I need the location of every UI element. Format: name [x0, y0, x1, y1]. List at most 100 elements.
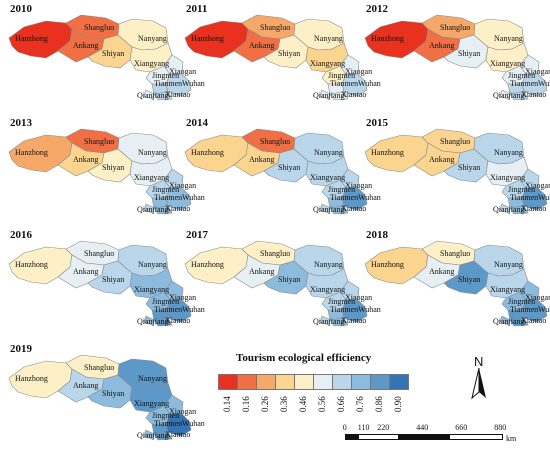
region-label-wuhan: Wuhan — [182, 305, 205, 314]
region-xiaogan — [163, 54, 184, 75]
region-wuhan — [165, 73, 192, 97]
region-label-shangluo: Shangluo — [260, 249, 290, 258]
region-label-xiantao: Xiantao — [521, 90, 546, 99]
region-label-ankang: Ankang — [249, 41, 274, 50]
north-label: N — [474, 354, 484, 369]
region-label-nanyang: Nanyang — [314, 34, 343, 43]
region-xiaogan — [339, 168, 360, 189]
region-label-tianmen: Tianmen — [330, 193, 358, 202]
region-label-tianmen: Tianmen — [154, 419, 182, 428]
region-xiaogan — [519, 280, 540, 301]
region-label-tianmen: Tianmen — [510, 193, 538, 202]
legend-tick-label: 0.86 — [374, 396, 384, 412]
region-label-ankang: Ankang — [249, 267, 274, 276]
region-label-xiaogan: Xiaogan — [169, 67, 196, 76]
region-label-xiantao: Xiantao — [341, 90, 366, 99]
region-qianjiang — [143, 315, 155, 326]
region-xiantao — [329, 205, 349, 215]
panel-year-label: 2017 — [186, 229, 209, 241]
scale-tick-label: 440 — [416, 423, 429, 432]
region-label-xiaogan: Xiaogan — [169, 407, 196, 416]
region-label-shangluo: Shangluo — [84, 23, 114, 32]
region-label-tianmen: Tianmen — [154, 79, 182, 88]
region-label-jingmen: Jingmen — [152, 297, 179, 306]
region-wuhan — [165, 187, 192, 211]
region-label-hanzhong: Hanzhong — [15, 148, 48, 157]
region-xiantao — [153, 431, 173, 441]
region-label-xiangyang: Xiangyang — [134, 59, 169, 68]
region-label-qianjiang: Qianjiang — [493, 205, 525, 214]
region-wuhan — [165, 413, 192, 437]
map-panel-2016: 2016 Hanzhong Shangluo Ankang Shiyan Nanyang X… — [8, 229, 205, 327]
region-label-xiangyang: Xiangyang — [310, 285, 345, 294]
region-label-shiyan: Shiyan — [278, 275, 300, 284]
legend-tick-label: 0.90 — [393, 396, 403, 412]
legend-tick-label: 0.36 — [279, 396, 289, 412]
region-label-jingmen: Jingmen — [328, 185, 355, 194]
region-label-hanzhong: Hanzhong — [15, 374, 48, 383]
region-label-nanyang: Nanyang — [138, 374, 167, 383]
region-label-qianjiang: Qianjiang — [137, 91, 169, 100]
region-label-wuhan: Wuhan — [538, 305, 550, 314]
region-label-xiangyang: Xiangyang — [490, 173, 525, 182]
region-label-nanyang: Nanyang — [494, 34, 523, 43]
legend-tick-label: 0.56 — [317, 396, 327, 412]
region-label-wuhan: Wuhan — [358, 193, 381, 202]
region-label-ankang: Ankang — [249, 155, 274, 164]
region-label-xiantao: Xiantao — [341, 204, 366, 213]
region-label-xiaogan: Xiaogan — [169, 181, 196, 190]
map-panel-2017: 2017 Hanzhong Shangluo Ankang Shiyan Nanyang X… — [184, 229, 381, 327]
legend-swatch — [389, 374, 409, 390]
region-label-xiantao: Xiantao — [165, 90, 190, 99]
region-label-xiantao: Xiantao — [341, 316, 366, 325]
panel-year-label: 2011 — [186, 3, 207, 15]
region-label-qianjiang: Qianjiang — [313, 205, 345, 214]
region-label-shangluo: Shangluo — [440, 23, 470, 32]
region-label-nanyang: Nanyang — [314, 148, 343, 157]
region-wuhan — [521, 299, 548, 323]
region-label-tianmen: Tianmen — [154, 305, 182, 314]
region-label-nanyang: Nanyang — [138, 148, 167, 157]
region-label-nanyang: Nanyang — [494, 148, 523, 157]
region-label-xiaogan: Xiaogan — [169, 293, 196, 302]
region-label-shangluo: Shangluo — [84, 363, 114, 372]
region-label-nanyang: Nanyang — [138, 260, 167, 269]
region-label-hanzhong: Hanzhong — [371, 34, 404, 43]
region-label-tianmen: Tianmen — [330, 79, 358, 88]
region-label-jingmen: Jingmen — [328, 71, 355, 80]
region-label-xiangyang: Xiangyang — [134, 399, 169, 408]
region-label-shangluo: Shangluo — [84, 137, 114, 146]
region-label-jingmen: Jingmen — [508, 71, 535, 80]
region-label-jingmen: Jingmen — [152, 411, 179, 420]
scale-tick-label: 110 — [357, 423, 370, 432]
region-qianjiang — [499, 315, 511, 326]
map-panel-2013: 2013 Hanzhong Shangluo Ankang Shiyan Nanyang X… — [8, 117, 205, 215]
region-label-tianmen: Tianmen — [510, 79, 538, 88]
region-label-xiantao: Xiantao — [165, 316, 190, 325]
region-label-tianmen: Tianmen — [154, 193, 182, 202]
region-qianjiang — [499, 89, 511, 100]
region-label-xiangyang: Xiangyang — [134, 285, 169, 294]
region-label-shiyan: Shiyan — [458, 163, 480, 172]
region-label-jingmen: Jingmen — [328, 297, 355, 306]
scale-unit-label: km — [506, 434, 517, 443]
map-panel-2011: 2011 Hanzhong Shangluo Ankang Shiyan Nanyang X… — [184, 3, 381, 101]
legend-tick-label: 0.14 — [222, 396, 232, 412]
legend-swatch — [275, 374, 295, 390]
region-label-nanyang: Nanyang — [314, 260, 343, 269]
region-label-ankang: Ankang — [73, 381, 98, 390]
legend-swatch — [218, 374, 238, 390]
region-xiaogan — [163, 280, 184, 301]
region-label-shiyan: Shiyan — [102, 389, 124, 398]
region-label-shangluo: Shangluo — [84, 249, 114, 258]
region-label-ankang: Ankang — [73, 41, 98, 50]
north-arrow-icon — [471, 367, 486, 400]
region-label-shiyan: Shiyan — [102, 275, 124, 284]
region-label-xiantao: Xiantao — [521, 316, 546, 325]
scale-tick-label: 880 — [494, 423, 507, 432]
region-label-xiangyang: Xiangyang — [310, 173, 345, 182]
region-wuhan — [165, 299, 192, 323]
region-label-wuhan: Wuhan — [538, 193, 550, 202]
region-label-wuhan: Wuhan — [182, 419, 205, 428]
